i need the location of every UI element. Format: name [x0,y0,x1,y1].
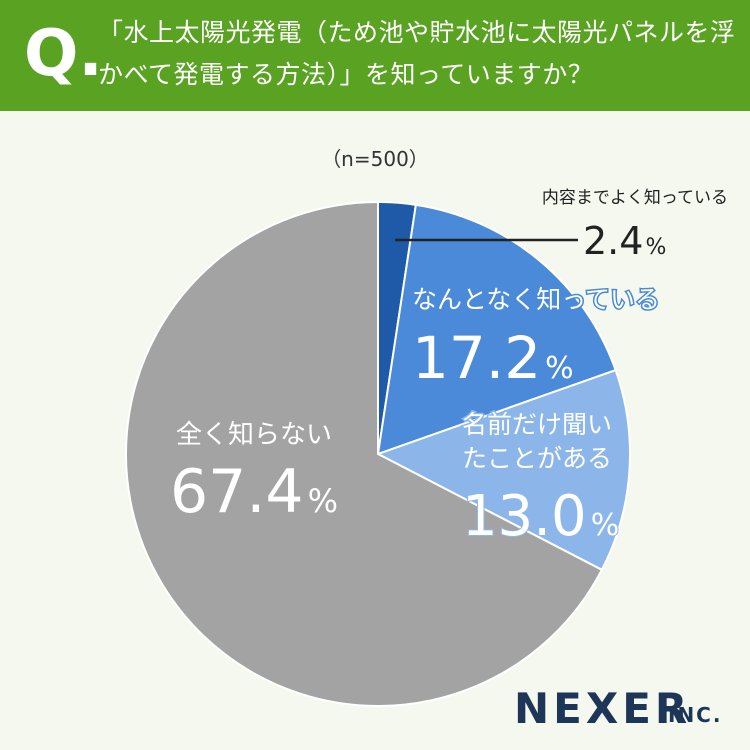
slice-value-vaguely-know: 17.2% [412,324,574,392]
slice-label-vaguely-know: なんとなく知っている [412,285,660,314]
pie-slices [125,200,631,707]
slice-label-heard-name: 名前だけ聞い たことがある [462,410,620,473]
brand-logo-suffix: INC. [668,703,723,727]
question-text: 「水上太陽光発電（ため池や貯水池に太陽光パネルを浮かべて発電する方法）」を知って… [98,18,736,89]
pie-slice-dont-know [125,200,604,707]
question-banner: Q. 「水上太陽光発電（ため池や貯水池に太陽光パネルを浮かべて発電する方法）」を… [0,0,750,111]
slice-value-heard-name: 13.0% [462,484,619,549]
question-mark: Q. [24,17,103,91]
slice-label-know-well: 内容までよく知っている [542,188,728,208]
slice-label-dont-know: 全く知らない [176,420,332,450]
sample-size-label: （n=500） [321,147,429,171]
slice-value-know-well: 2.4% [583,219,666,263]
brand-logo: NEXER [514,684,692,733]
slice-value-dont-know: 67.4% [170,457,338,527]
pie-slice-heard-name [375,368,631,572]
pie-slice-vaguely-know [376,203,617,456]
